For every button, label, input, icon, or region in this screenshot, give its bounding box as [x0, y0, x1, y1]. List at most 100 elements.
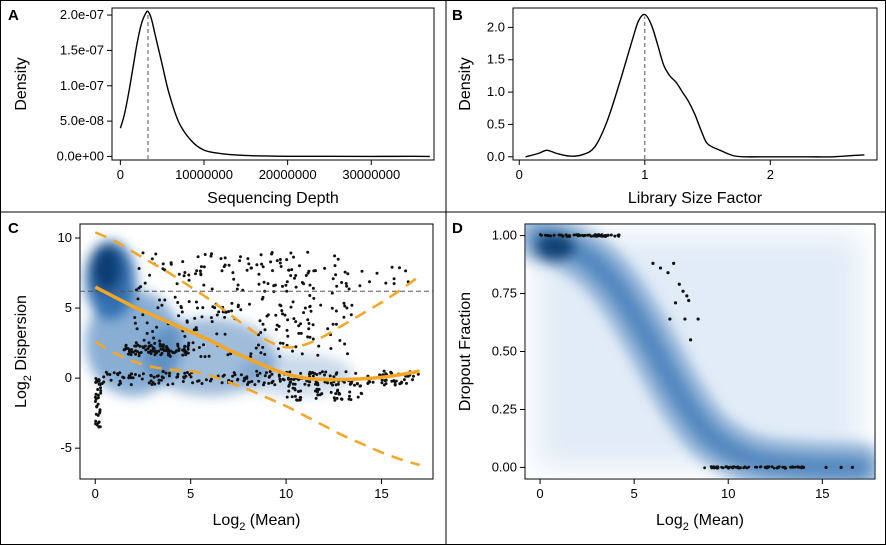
- y-tick-label: 0.75: [492, 286, 517, 301]
- y-axis-title: Dropout Fraction: [457, 292, 474, 411]
- data-point: [286, 280, 289, 283]
- data-point: [796, 465, 799, 468]
- data-point: [240, 373, 243, 376]
- data-point: [200, 265, 203, 268]
- x-axis-title-base: Log: [656, 512, 683, 529]
- data-point: [255, 263, 258, 266]
- data-point: [191, 381, 194, 384]
- data-point: [224, 333, 227, 336]
- data-point: [129, 351, 132, 354]
- data-point: [188, 279, 191, 282]
- data-point: [329, 374, 332, 377]
- data-point: [247, 262, 250, 265]
- density-line: [120, 11, 429, 156]
- data-point: [138, 345, 141, 348]
- data-point: [329, 347, 332, 350]
- data-point: [119, 380, 122, 383]
- data-point: [343, 305, 346, 308]
- data-point: [153, 376, 156, 379]
- data-point: [553, 234, 556, 237]
- data-point: [778, 465, 781, 468]
- data-point: [193, 328, 196, 331]
- y-tick-label: 2.0e-07: [60, 7, 104, 22]
- data-point: [94, 381, 97, 384]
- data-point: [157, 382, 160, 385]
- data-point: [783, 466, 786, 469]
- data-point: [610, 234, 613, 237]
- data-point: [162, 262, 165, 265]
- data-point: [733, 465, 736, 468]
- data-point: [178, 347, 181, 350]
- data-point: [246, 383, 249, 386]
- data-point: [326, 381, 329, 384]
- x-tick-label: 0: [117, 167, 124, 182]
- data-point: [259, 331, 262, 334]
- x-tick-label: 10: [721, 486, 735, 501]
- data-point: [267, 313, 270, 316]
- data-point: [201, 306, 204, 309]
- data-point: [384, 379, 387, 382]
- data-point: [324, 371, 327, 374]
- data-point: [279, 262, 282, 265]
- plot-frame: [513, 8, 877, 160]
- data-point: [138, 267, 141, 270]
- data-point: [338, 392, 341, 395]
- data-point: [270, 253, 273, 256]
- data-point: [168, 374, 171, 377]
- data-point: [353, 384, 356, 387]
- data-point: [297, 390, 300, 393]
- data-point: [168, 351, 171, 354]
- data-point: [398, 382, 401, 385]
- data-point: [132, 351, 135, 354]
- data-point: [144, 282, 147, 285]
- y-tick-label: 1.5e-07: [60, 42, 104, 57]
- data-point: [263, 353, 266, 356]
- data-point: [199, 355, 202, 358]
- data-point: [97, 414, 100, 417]
- y-tick-label: -5: [60, 440, 72, 455]
- data-point: [703, 466, 706, 469]
- data-point: [263, 281, 266, 284]
- data-point: [333, 396, 336, 399]
- data-point: [180, 305, 183, 308]
- data-point: [304, 307, 307, 310]
- data-point: [287, 269, 290, 272]
- data-point: [97, 394, 100, 397]
- data-point: [301, 352, 304, 355]
- data-point: [154, 253, 157, 256]
- data-point: [315, 397, 318, 400]
- data-point: [183, 372, 186, 375]
- data-point: [294, 383, 297, 386]
- data-point: [272, 284, 275, 287]
- data-point: [153, 383, 156, 386]
- data-point: [168, 372, 171, 375]
- data-point: [344, 271, 347, 274]
- data-point: [311, 371, 314, 374]
- data-point: [335, 285, 338, 288]
- data-point: [291, 395, 294, 398]
- data-point: [195, 269, 198, 272]
- data-point: [256, 374, 259, 377]
- data-point: [395, 380, 398, 383]
- data-point: [175, 350, 178, 353]
- data-point: [199, 270, 202, 273]
- data-point: [337, 258, 340, 261]
- data-point: [393, 282, 396, 285]
- data-point: [289, 252, 292, 255]
- data-point: [315, 388, 318, 391]
- panel-d: D0 5 10 150.000.250.500.751.00Log2 (Mean)Dr…: [452, 220, 875, 533]
- data-point: [317, 345, 320, 348]
- data-point: [166, 383, 169, 386]
- data-point: [230, 309, 233, 312]
- data-point: [262, 265, 265, 268]
- data-point: [335, 373, 338, 376]
- data-point: [287, 390, 290, 393]
- data-point: [272, 380, 275, 383]
- data-point: [98, 410, 101, 413]
- data-point: [588, 234, 591, 237]
- data-point: [96, 388, 99, 391]
- data-point: [216, 314, 219, 317]
- data-point: [130, 383, 133, 386]
- data-point: [285, 290, 288, 293]
- data-point: [331, 292, 334, 295]
